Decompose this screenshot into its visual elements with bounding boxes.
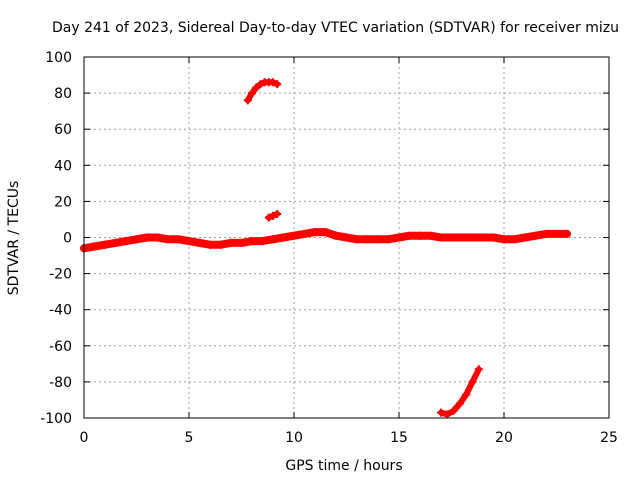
data-point	[300, 229, 309, 238]
y-tick-label: 80	[54, 86, 72, 102]
data-point	[510, 235, 519, 244]
y-tick-label: 100	[45, 50, 72, 66]
data-point	[474, 365, 483, 374]
data-point	[311, 228, 319, 237]
data-point	[462, 390, 471, 399]
y-tick-label: -100	[40, 411, 72, 427]
data-point	[185, 237, 193, 246]
data-point	[416, 231, 424, 240]
data-point	[426, 231, 435, 240]
y-tick-label: 40	[54, 158, 72, 174]
data-point	[500, 235, 508, 244]
y-tick-label: -60	[49, 339, 72, 355]
data-point	[353, 235, 361, 244]
data-point	[552, 229, 561, 238]
data-point	[269, 235, 277, 244]
series-small-segment	[264, 210, 282, 222]
data-point	[256, 80, 265, 89]
x-tick-label: 5	[185, 430, 194, 446]
data-point	[384, 235, 393, 244]
data-point	[468, 233, 477, 242]
data-point	[489, 233, 498, 242]
data-point	[479, 233, 487, 242]
data-point	[363, 235, 372, 244]
data-point	[101, 240, 109, 249]
data-point	[332, 231, 340, 240]
data-point	[206, 240, 214, 249]
data-point	[122, 237, 130, 246]
y-tick-label: -80	[49, 375, 72, 391]
data-point	[153, 233, 162, 242]
data-point	[164, 235, 172, 244]
data-point	[216, 240, 225, 249]
data-point	[443, 410, 452, 419]
y-tick-label: -20	[49, 267, 72, 283]
data-point	[458, 233, 466, 242]
data-point	[531, 231, 540, 240]
data-point	[342, 233, 351, 242]
data-point	[521, 233, 529, 242]
x-tick-label: 15	[390, 430, 408, 446]
data-point	[563, 229, 571, 238]
y-axis-title: SDTVAR / TECUs	[6, 181, 22, 296]
data-point	[227, 238, 235, 247]
y-tick-label: 60	[54, 122, 72, 138]
data-point	[248, 237, 256, 246]
data-point	[132, 235, 141, 244]
y-tick-label: 0	[63, 231, 72, 247]
data-point	[243, 96, 252, 105]
data-point	[195, 238, 204, 247]
data-point	[468, 377, 477, 386]
x-axis-title: GPS time / hours	[285, 458, 402, 474]
data-point	[111, 238, 120, 247]
data-point	[449, 406, 458, 415]
data-point	[455, 399, 464, 408]
tick-layer: 0 5 10 15 20 25 100 80 60 40 20 0 -20 -40 -60 -80 -100	[40, 50, 618, 446]
data-point	[290, 231, 298, 240]
data-point	[90, 242, 99, 251]
data-point	[279, 233, 288, 242]
x-tick-label: 20	[495, 430, 513, 446]
data-point	[143, 233, 151, 242]
data-point	[437, 408, 445, 417]
data-point	[321, 228, 330, 237]
data-point	[437, 233, 445, 242]
data-point	[252, 83, 261, 92]
data-point	[273, 210, 282, 219]
data-point	[273, 80, 282, 89]
data-point	[542, 229, 550, 238]
data-point	[237, 238, 246, 247]
data-point	[258, 237, 267, 246]
data-point	[447, 233, 456, 242]
data-point	[248, 89, 256, 98]
data-point	[395, 233, 403, 242]
data-point	[405, 231, 414, 240]
chart-title: Day 241 of 2023, Sidereal Day-to-day VTE…	[52, 20, 619, 36]
y-tick-label: -40	[49, 303, 72, 319]
series-main-band	[80, 228, 571, 253]
series-layer	[80, 78, 571, 419]
data-point	[264, 213, 273, 222]
x-tick-label: 25	[600, 430, 618, 446]
series-lower-arc	[437, 365, 483, 419]
x-tick-label: 0	[80, 430, 89, 446]
data-point	[269, 211, 277, 220]
y-tick-label: 20	[54, 194, 72, 210]
series-upper-arc	[243, 78, 282, 105]
x-tick-label: 10	[285, 430, 303, 446]
data-point	[374, 235, 382, 244]
series-line	[438, 366, 482, 418]
data-point	[269, 78, 277, 87]
data-point	[174, 235, 183, 244]
